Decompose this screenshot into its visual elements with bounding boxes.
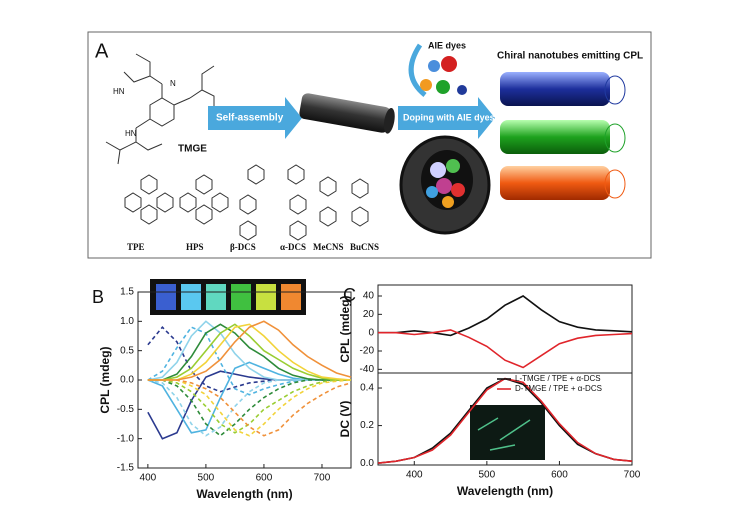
y-axis-title: CPL (mdeg) [338, 295, 352, 362]
arrow [398, 97, 495, 139]
arrow-label: Doping with AIE dyes [403, 112, 495, 122]
compound-label: BuCNS [350, 242, 379, 252]
x-tick-label: 600 [551, 470, 568, 481]
tmge-structure [105, 53, 215, 165]
y-tick-label: 0.2 [360, 420, 374, 431]
compound-label: α-DCS [280, 242, 306, 252]
orange-nanotube [500, 166, 610, 200]
y-tick-label: 0.0 [360, 458, 374, 469]
series-line [147, 323, 351, 381]
dye-ball [451, 183, 465, 197]
compound-label: β-DCS [230, 242, 256, 252]
y-tick-label: 0.0 [120, 375, 134, 386]
compound-label: TMGE [178, 144, 207, 155]
y-tick-label: -1.5 [117, 463, 135, 474]
y-tick-label: 0 [368, 327, 374, 338]
dye-ball [436, 80, 450, 94]
series-line [378, 295, 633, 337]
dye-ball [457, 85, 467, 95]
photo-vial [181, 284, 201, 310]
series-line [147, 379, 351, 437]
y-tick-label: 0.5 [120, 345, 134, 356]
series-line [378, 329, 633, 369]
arrow-label: Self-assembly [216, 113, 284, 124]
dye-structures [124, 164, 369, 241]
series-line [147, 379, 352, 437]
cpl-helix [604, 123, 626, 153]
y-tick-label: -0.5 [117, 404, 135, 415]
compound-label: HPS [186, 242, 204, 252]
panel-label: A [95, 40, 109, 62]
legend-label: D-TMGE / TPE + α-DCS [515, 384, 602, 393]
dye-ball [420, 79, 432, 91]
y-tick-label: 0.4 [360, 383, 374, 394]
photo-vial [231, 284, 251, 310]
blue-nanotube [500, 72, 610, 106]
arrow [208, 97, 302, 139]
series-line [147, 379, 352, 437]
cpl-helix [604, 75, 626, 105]
y-tick-label: 1.0 [120, 316, 134, 327]
x-tick-label: 400 [406, 470, 423, 481]
panel-label: B [92, 287, 104, 307]
x-tick-label: 400 [140, 473, 157, 484]
y-tick-label: 1.5 [120, 287, 134, 298]
x-tick-label: 700 [314, 473, 331, 484]
dye-ball [426, 186, 438, 198]
y-axis-title: CPL (mdeg) [98, 346, 112, 413]
y-tick-label: 20 [363, 309, 375, 320]
series-line [147, 323, 352, 381]
panel-label: C [343, 285, 356, 305]
atom-label: N [170, 79, 176, 88]
photo-vial [206, 284, 226, 310]
dye-ball [436, 178, 452, 194]
y-tick-label: -20 [360, 346, 375, 357]
x-tick-label: 600 [256, 473, 273, 484]
green-nanotube [500, 120, 610, 154]
dye-ball [428, 60, 440, 72]
y-tick-label: 40 [363, 291, 375, 302]
x-tick-label: 700 [624, 470, 641, 481]
series-line [147, 320, 352, 381]
atom-label: HN [125, 129, 137, 138]
curved-arrow [408, 43, 427, 97]
compound-label: TPE [127, 242, 145, 252]
y-tick-label: -40 [360, 364, 375, 375]
nanotubes-title: Chiral nanotubes emitting CPL [497, 51, 643, 62]
plot-frame [377, 372, 633, 466]
cpl-helix [604, 169, 626, 199]
x-axis-title: Wavelength (nm) [457, 484, 553, 498]
series-line [147, 379, 351, 434]
dye-ball [446, 159, 460, 173]
photo-vial [156, 284, 176, 310]
dye-ball [441, 56, 457, 72]
dyes-title: AIE dyes [428, 40, 466, 50]
gray-nanotube [299, 93, 395, 134]
compound-label: MeCNS [313, 242, 344, 252]
series-line [147, 323, 351, 381]
photo-vial [281, 284, 301, 310]
x-tick-label: 500 [479, 470, 496, 481]
x-axis-title: Wavelength (nm) [196, 487, 292, 501]
series-line [147, 379, 351, 437]
atom-label: HN [113, 87, 125, 96]
x-tick-label: 500 [198, 473, 215, 484]
dye-ball [442, 196, 454, 208]
legend-label: L-TMGE / TPE + α-DCS [515, 374, 601, 383]
dye-ball [430, 162, 446, 178]
photo-vial [256, 284, 276, 310]
y-tick-label: -1.0 [117, 433, 135, 444]
y-axis-title: DC (V) [338, 401, 352, 438]
micrograph-fibers [477, 417, 531, 451]
micrograph-inset [470, 405, 545, 460]
